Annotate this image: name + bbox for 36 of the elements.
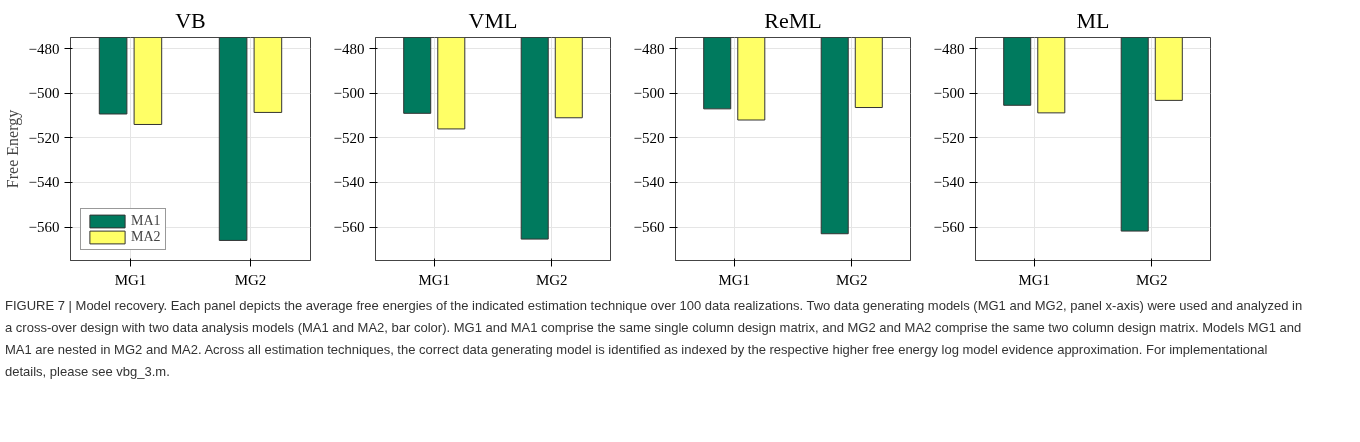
y-tick-label: −480	[933, 40, 965, 57]
y-tick-label: −540	[28, 174, 60, 191]
y-tick-label: −520	[933, 129, 965, 146]
x-tick-label: MG1	[1018, 271, 1051, 288]
chart-title: VB	[175, 7, 206, 33]
x-tick-label: MG1	[718, 271, 751, 288]
y-tick-label: −560	[933, 219, 965, 236]
y-tick-label: −500	[933, 85, 965, 102]
y-tick-label: −560	[633, 219, 665, 236]
y-tick-label: −540	[333, 174, 365, 191]
y-tick-label: −520	[28, 129, 60, 146]
y-tick-label: −540	[933, 174, 965, 191]
y-tick-label: −500	[28, 85, 60, 102]
caption: FIGURE 7 | Model recovery. Each panel depicts the average free energies of the indicated estimation technique over 100 data realizations. Two data generating models (MG1 and MG2, panel x-axis) were used and analyzed in a cross-over design with two data analysis models (MA1 and MA2, bar color). MG1 and MA1 comprise the same single column design matrix, and MG2 and MA2 comprise the same two column design matrix. Models MG1 and MA1 are nested in MG2 and MA2. Across all estimation techniques, the correct data generating model is identified as indexed by the respective higher free energy log model evidence approximation. For implementational details, please see vbg_3.m.	[5, 297, 1304, 381]
legend-label: MA2	[131, 229, 161, 245]
chart-title: ReML	[764, 7, 822, 33]
y-tick-label: −480	[333, 40, 365, 57]
x-tick-label: MG1	[114, 271, 147, 288]
y-axis-title: Free Energy	[3, 109, 22, 189]
chart-title: VML	[468, 7, 518, 33]
x-tick-label: MG2	[234, 271, 267, 288]
legend-label: MA1	[131, 213, 161, 229]
y-tick-label: −520	[333, 129, 365, 146]
x-tick-label: MG2	[1135, 271, 1168, 288]
y-tick-label: −480	[28, 40, 60, 57]
y-tick-label: −520	[633, 129, 665, 146]
y-tick-label: −480	[633, 40, 665, 57]
x-tick-label: MG2	[835, 271, 868, 288]
chart-title: ML	[1076, 7, 1110, 33]
x-tick-label: MG2	[535, 271, 568, 288]
y-tick-label: −500	[633, 85, 665, 102]
x-tick-label: MG1	[418, 271, 451, 288]
y-tick-label: −500	[333, 85, 365, 102]
y-tick-label: −560	[28, 219, 60, 236]
y-tick-label: −540	[633, 174, 665, 191]
y-tick-label: −560	[333, 219, 365, 236]
